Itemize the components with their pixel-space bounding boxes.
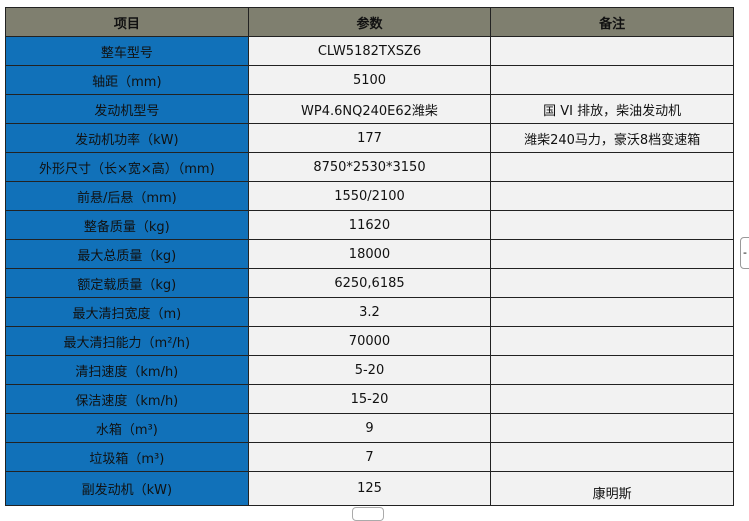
table-header: 项目 参数 备注 — [5, 7, 734, 37]
cell-value: CLW5182TXSZ6 — [247, 36, 492, 66]
cell-note — [490, 384, 734, 414]
table-row: 最大清扫宽度（m) 3.2 — [5, 297, 734, 327]
cell-value: 5-20 — [247, 355, 492, 385]
cell-value: 6250,6185 — [247, 268, 492, 298]
table-row: 最大总质量（kg) 18000 — [5, 239, 734, 269]
cell-value: 7 — [247, 442, 492, 472]
cell-value: 70000 — [247, 326, 492, 356]
cell-value: 8750*2530*3150 — [247, 152, 492, 182]
cell-note — [490, 268, 734, 298]
table-row: 整备质量（kg) 11620 — [5, 210, 734, 240]
table-row: 水箱（m³) 9 — [5, 413, 734, 443]
table-row: 外形尺寸（长×宽×高）（mm) 8750*2530*3150 — [5, 152, 734, 182]
cell-item: 垃圾箱（m³) — [5, 442, 249, 472]
cell-value: 177 — [247, 123, 492, 153]
cell-value: 11620 — [247, 210, 492, 240]
cell-note — [490, 152, 734, 182]
side-collapse-button[interactable]: - — [740, 237, 749, 269]
table-row: 副发动机（kW) 125 康明斯 — [5, 471, 734, 506]
cell-note: 康明斯 — [490, 471, 734, 506]
table-row: 垃圾箱（m³) 7 — [5, 442, 734, 472]
cell-note: 潍柴240马力，豪沃8档变速箱 — [490, 123, 734, 153]
cell-note — [490, 297, 734, 327]
cell-value: 5100 — [247, 65, 492, 95]
cell-item: 清扫速度（km/h) — [5, 355, 249, 385]
table-row: 保洁速度（km/h) 15-20 — [5, 384, 734, 414]
cell-item: 最大清扫宽度（m) — [5, 297, 249, 327]
header-note: 备注 — [490, 7, 734, 37]
cell-item: 整车型号 — [5, 36, 249, 66]
cell-value: 3.2 — [247, 297, 492, 327]
table-row: 额定载质量（kg) 6250,6185 — [5, 268, 734, 298]
cell-note — [490, 210, 734, 240]
cell-value: 9 — [247, 413, 492, 443]
cell-note: 国 VI 排放，柴油发动机 — [490, 94, 734, 124]
table-row: 前悬/后悬（mm) 1550/2100 — [5, 181, 734, 211]
header-value: 参数 — [247, 7, 492, 37]
cell-item: 外形尺寸（长×宽×高）（mm) — [5, 152, 249, 182]
cell-note — [490, 413, 734, 443]
cell-value: 15-20 — [247, 384, 492, 414]
cell-item: 副发动机（kW) — [5, 471, 249, 506]
cell-item: 保洁速度（km/h) — [5, 384, 249, 414]
cell-note — [490, 239, 734, 269]
table-row: 发动机型号 WP4.6NQ240E62潍柴国 VI 排放，柴油发动机 — [5, 94, 734, 124]
table-row: 轴距（mm) 5100 — [5, 65, 734, 95]
cell-note — [490, 181, 734, 211]
cell-item: 发动机型号 — [5, 94, 249, 124]
cell-item: 发动机功率（kW) — [5, 123, 249, 153]
cell-value: 1550/2100 — [247, 181, 492, 211]
cell-value: WP4.6NQ240E62潍柴 — [247, 94, 492, 124]
cell-value: 18000 — [247, 239, 492, 269]
cell-note — [490, 65, 734, 95]
table-row: 最大清扫能力（m²/h) 70000 — [5, 326, 734, 356]
cell-note — [490, 36, 734, 66]
spec-table: 项目 参数 备注 整车型号 CLW5182TXSZ6 轴距（mm) 5100 发动机型号… — [5, 7, 734, 506]
cell-note — [490, 355, 734, 385]
table-row: 整车型号 CLW5182TXSZ6 — [5, 36, 734, 66]
cell-item: 轴距（mm) — [5, 65, 249, 95]
cell-item: 前悬/后悬（mm) — [5, 181, 249, 211]
cell-item: 额定载质量（kg) — [5, 268, 249, 298]
cell-note — [490, 442, 734, 472]
cell-note — [490, 326, 734, 356]
table-row: 清扫速度（km/h) 5-20 — [5, 355, 734, 385]
cell-item: 整备质量（kg) — [5, 210, 249, 240]
bottom-button[interactable] — [352, 507, 384, 521]
header-item: 项目 — [5, 7, 249, 37]
cell-item: 最大总质量（kg) — [5, 239, 249, 269]
cell-item: 水箱（m³) — [5, 413, 249, 443]
cell-item: 最大清扫能力（m²/h) — [5, 326, 249, 356]
cell-value: 125 — [247, 471, 492, 506]
table-row: 发动机功率（kW) 177 潍柴240马力，豪沃8档变速箱 — [5, 123, 734, 153]
